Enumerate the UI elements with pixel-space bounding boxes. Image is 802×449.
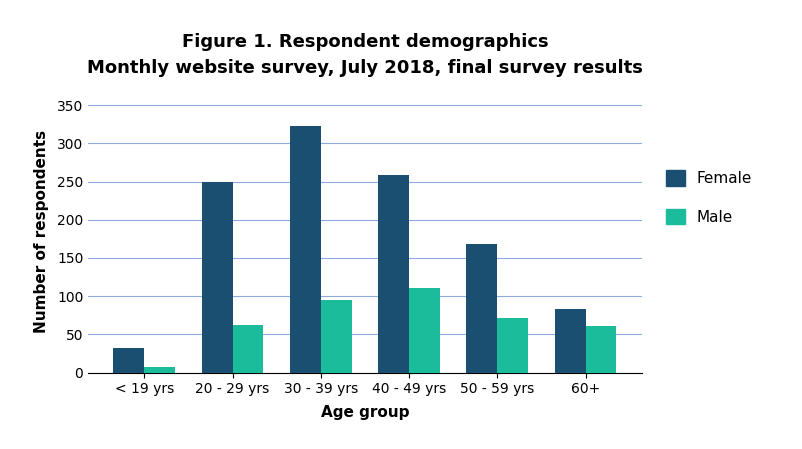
Legend: Female, Male: Female, Male: [660, 164, 759, 231]
Bar: [497, 317, 529, 373]
Y-axis label: Number of respondents: Number of respondents: [34, 130, 49, 333]
Title: Figure 1. Respondent demographics
Monthly website survey, July 2018, final surve: Figure 1. Respondent demographics Monthl…: [87, 33, 643, 77]
Bar: [467, 244, 497, 373]
Bar: [290, 127, 321, 373]
Bar: [379, 175, 409, 373]
Bar: [321, 300, 351, 373]
Bar: [585, 326, 617, 373]
Bar: [233, 325, 263, 373]
X-axis label: Age group: Age group: [321, 405, 409, 420]
Bar: [409, 288, 440, 373]
Bar: [144, 367, 175, 373]
Bar: [113, 348, 144, 373]
Bar: [201, 181, 233, 373]
Bar: [555, 309, 585, 373]
